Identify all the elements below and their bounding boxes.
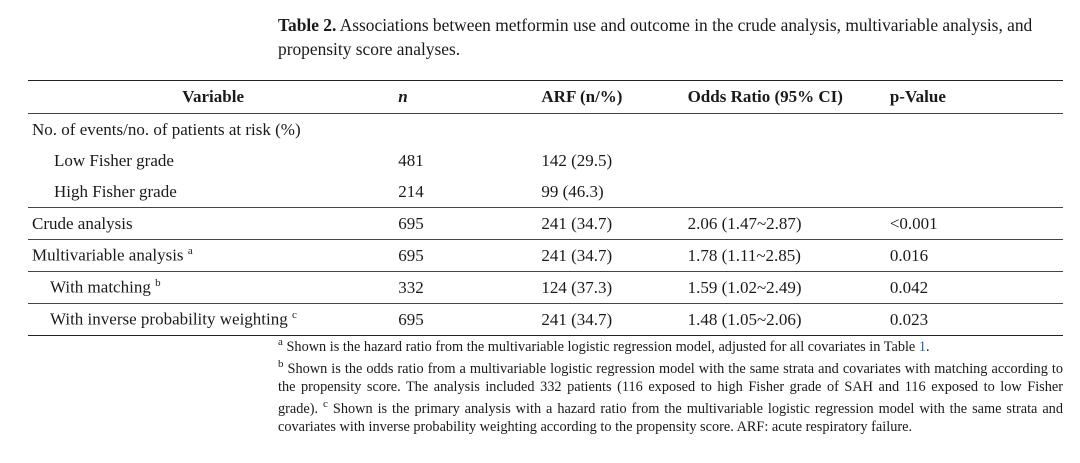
row-arf: 142 (29.5)	[541, 150, 613, 170]
row-or: 1.78 (1.11~2.85)	[687, 239, 890, 272]
table-1-link[interactable]: 1	[918, 338, 927, 355]
row-or: 2.06 (1.47~2.87)	[687, 207, 890, 240]
row-p	[890, 176, 1063, 208]
row-p: 0.016	[889, 239, 1063, 272]
row-p	[890, 114, 1063, 146]
footnote-a: a Shown is the hazard ratio from the mul…	[278, 336, 930, 355]
row-n: 214	[398, 181, 424, 201]
row-arf	[541, 114, 687, 146]
row-p: 0.042	[889, 271, 1063, 304]
row-or	[688, 114, 890, 146]
row-variable: Crude analysis	[28, 207, 399, 240]
row-p	[890, 145, 1063, 176]
row-n	[398, 114, 541, 146]
header-arf: ARF (n/%)	[541, 80, 688, 114]
row-variable: With matching b	[28, 271, 399, 304]
row-n: 695	[398, 303, 542, 336]
row-or: 1.59 (1.02~2.49)	[687, 271, 890, 304]
results-table: Variable n ARF (n/%) Odds Ratio (95% CI)…	[28, 80, 1063, 336]
row-n: 695	[398, 207, 542, 240]
row-n: 481	[398, 150, 424, 170]
table-row: With matching b 332 124 (37.3) 1.59 (1.0…	[28, 271, 1063, 304]
table-row: Crude analysis 695 241 (34.7) 2.06 (1.47…	[28, 207, 1063, 240]
table-caption: Table 2. Associations between metformin …	[278, 13, 1063, 61]
header-n: n	[398, 80, 542, 114]
row-variable: No. of events/no. of patients at risk (%…	[32, 119, 301, 139]
caption-text: Associations between metformin use and o…	[278, 15, 1033, 59]
table-footnotes: a Shown is the hazard ratio from the mul…	[278, 334, 1063, 436]
row-arf: 124 (37.3)	[541, 271, 688, 304]
row-variable: High Fisher grade	[54, 181, 177, 201]
row-n: 695	[398, 239, 542, 272]
header-odds-ratio: Odds Ratio (95% CI)	[687, 80, 890, 114]
table-header-row: Variable n ARF (n/%) Odds Ratio (95% CI)…	[28, 80, 1063, 114]
row-variable: With inverse probability weighting c	[28, 303, 399, 336]
table-row: Multivariable analysis a 695 241 (34.7) …	[28, 239, 1063, 272]
header-p-value: p-Value	[889, 80, 1063, 114]
row-or	[688, 145, 890, 176]
row-arf: 99 (46.3)	[541, 181, 604, 201]
table-row: High Fisher grade 214 99 (46.3)	[28, 176, 1063, 208]
row-or	[688, 176, 890, 208]
row-variable: Low Fisher grade	[54, 150, 174, 170]
table-row: No. of events/no. of patients at risk (%…	[28, 114, 1063, 146]
footnote-b-c: b Shown is the odds ratio from a multiva…	[278, 358, 1064, 435]
row-arf: 241 (34.7)	[541, 239, 688, 272]
row-p: 0.023	[889, 303, 1063, 336]
row-arf: 241 (34.7)	[541, 303, 688, 336]
row-variable: Multivariable analysis a	[28, 239, 399, 272]
table-row: With inverse probability weighting c 695…	[28, 303, 1063, 336]
row-or: 1.48 (1.05~2.06)	[687, 303, 890, 336]
row-arf: 241 (34.7)	[541, 207, 688, 240]
row-n: 332	[398, 271, 542, 304]
row-p: <0.001	[889, 207, 1063, 240]
table-row: Low Fisher grade 481 142 (29.5)	[28, 145, 1063, 176]
header-variable: Variable	[28, 80, 399, 114]
table-label: Table 2.	[278, 15, 337, 35]
